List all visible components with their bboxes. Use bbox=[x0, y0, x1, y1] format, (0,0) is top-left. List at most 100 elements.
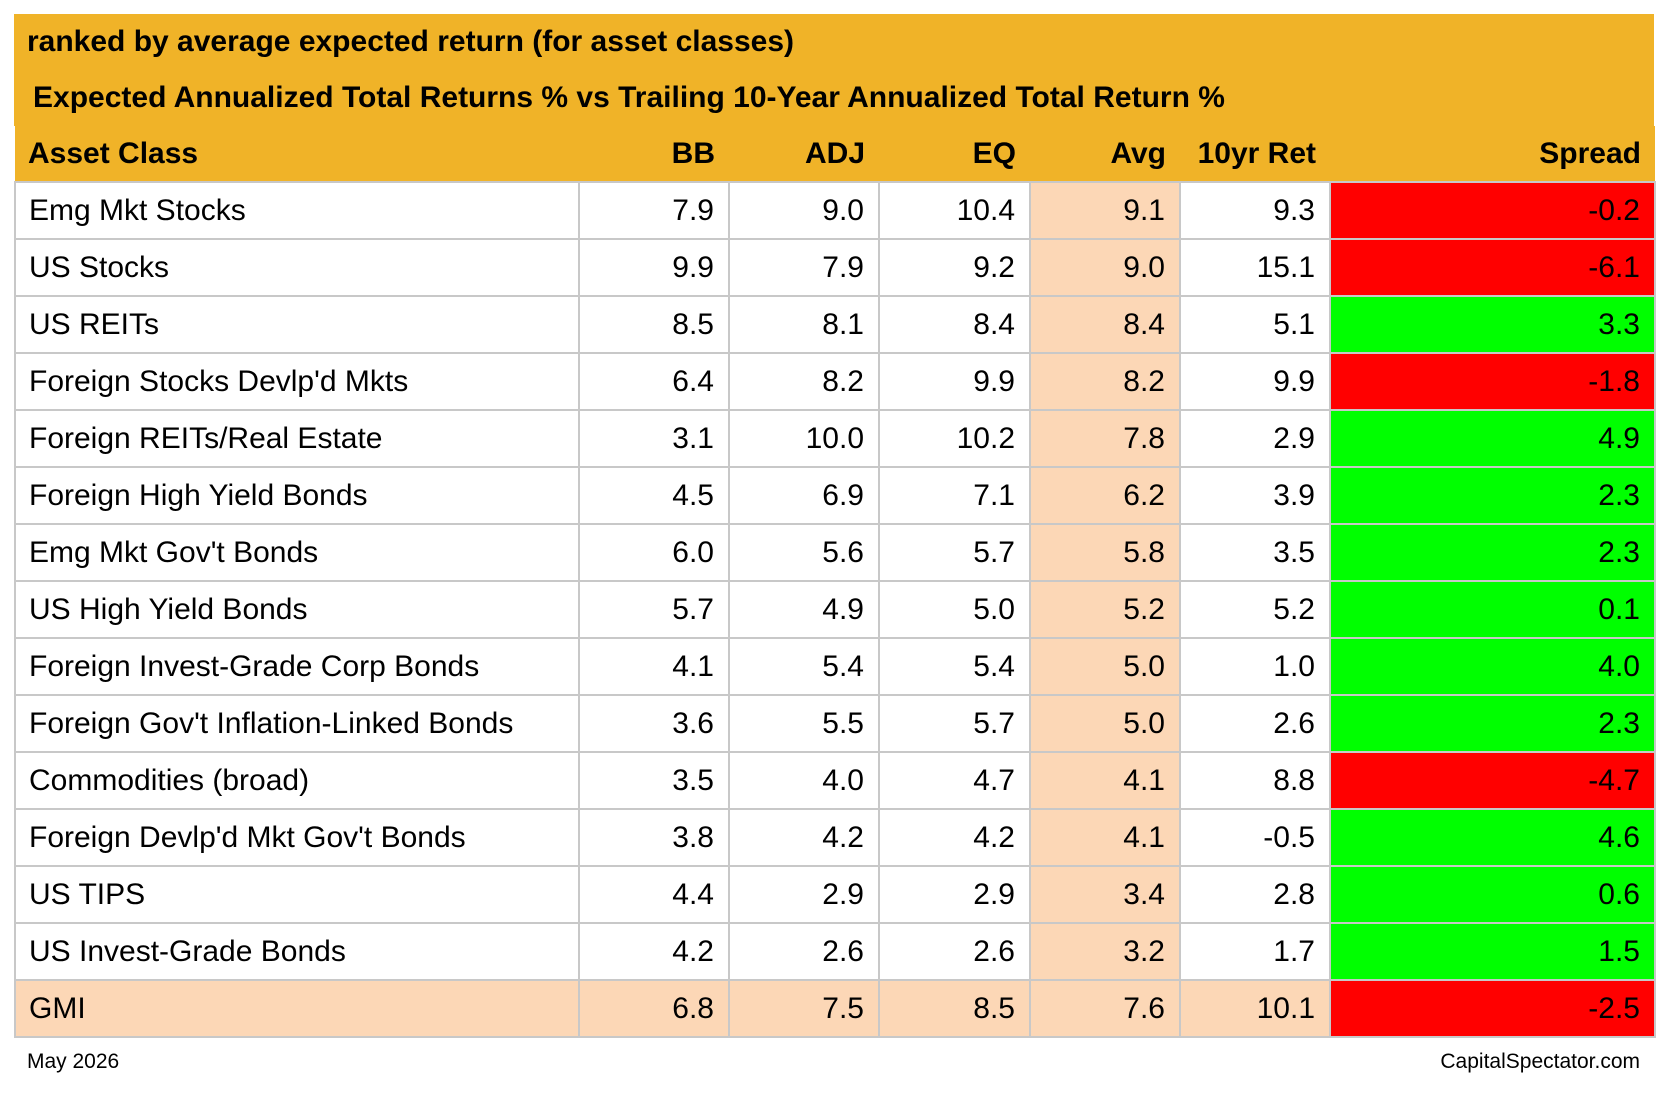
avg-cell: 9.0 bbox=[1029, 238, 1181, 297]
ten-year-return-cell: 8.8 bbox=[1179, 751, 1331, 810]
avg-cell: 7.8 bbox=[1029, 409, 1181, 468]
avg-cell: 7.6 bbox=[1029, 979, 1181, 1038]
spread-cell: 2.3 bbox=[1329, 694, 1656, 753]
footer-source: CapitalSpectator.com bbox=[1440, 1050, 1640, 1073]
ten-year-return-cell: 5.2 bbox=[1179, 580, 1331, 639]
bb-cell: 3.5 bbox=[578, 751, 730, 810]
asset-class-cell: Foreign High Yield Bonds bbox=[14, 466, 580, 525]
spread-cell: -0.2 bbox=[1329, 181, 1656, 240]
spread-cell: 4.9 bbox=[1329, 409, 1656, 468]
spread-cell: 2.3 bbox=[1329, 466, 1656, 525]
adj-cell: 4.2 bbox=[728, 808, 880, 867]
table-subtitle: ranked by average expected return (for a… bbox=[27, 25, 795, 58]
asset-class-cell: Emg Mkt Stocks bbox=[14, 181, 580, 240]
spread-cell: -2.5 bbox=[1329, 979, 1656, 1038]
table-title: Expected Annualized Total Returns % vs T… bbox=[33, 81, 1225, 114]
avg-cell: 8.4 bbox=[1029, 295, 1181, 354]
table-footer: May 2026 CapitalSpectator.com bbox=[14, 1038, 1654, 1078]
ten-year-return-cell: 5.1 bbox=[1179, 295, 1331, 354]
returns-table-panel: ranked by average expected return (for a… bbox=[14, 14, 1656, 1078]
eq-cell: 10.4 bbox=[878, 181, 1031, 240]
bb-cell: 4.2 bbox=[578, 922, 730, 981]
adj-cell: 4.0 bbox=[728, 751, 880, 810]
avg-cell: 5.8 bbox=[1029, 523, 1181, 582]
adj-cell: 7.9 bbox=[728, 238, 880, 297]
table-row: Emg Mkt Stocks 7.9 9.0 10.4 9.1 9.3 -0.2 bbox=[14, 181, 1656, 240]
asset-class-cell: US REITs bbox=[14, 295, 580, 354]
column-header-row: Asset Class BB ADJ EQ Avg 10yr Ret Sprea… bbox=[15, 126, 1655, 182]
bb-cell: 6.8 bbox=[578, 979, 730, 1038]
table-row: US REITs 8.5 8.1 8.4 8.4 5.1 3.3 bbox=[14, 295, 1656, 354]
table-row: GMI 6.8 7.5 8.5 7.6 10.1 -2.5 bbox=[14, 979, 1656, 1038]
eq-cell: 10.2 bbox=[878, 409, 1031, 468]
asset-class-cell: Foreign Gov't Inflation-Linked Bonds bbox=[14, 694, 580, 753]
eq-cell: 9.9 bbox=[878, 352, 1031, 411]
avg-cell: 5.2 bbox=[1029, 580, 1181, 639]
table-row: Foreign Devlp'd Mkt Gov't Bonds 3.8 4.2 4.2… bbox=[14, 808, 1656, 867]
adj-cell: 2.9 bbox=[728, 865, 880, 924]
avg-cell: 5.0 bbox=[1029, 694, 1181, 753]
ten-year-return-cell: 2.9 bbox=[1179, 409, 1331, 468]
eq-cell: 5.4 bbox=[878, 637, 1031, 696]
eq-cell: 8.4 bbox=[878, 295, 1031, 354]
spread-cell: 0.6 bbox=[1329, 865, 1656, 924]
bb-cell: 4.1 bbox=[578, 637, 730, 696]
bb-cell: 8.5 bbox=[578, 295, 730, 354]
bb-cell: 3.6 bbox=[578, 694, 730, 753]
avg-cell: 5.0 bbox=[1029, 637, 1181, 696]
bb-cell: 4.5 bbox=[578, 466, 730, 525]
ten-year-return-cell: 2.8 bbox=[1179, 865, 1331, 924]
table-row: US High Yield Bonds 5.7 4.9 5.0 5.2 5.2 0.1 bbox=[14, 580, 1656, 639]
eq-cell: 9.2 bbox=[878, 238, 1031, 297]
eq-cell: 2.6 bbox=[878, 922, 1031, 981]
eq-cell: 5.0 bbox=[878, 580, 1031, 639]
avg-cell: 6.2 bbox=[1029, 466, 1181, 525]
spread-cell: 1.5 bbox=[1329, 922, 1656, 981]
asset-class-cell: Foreign Invest-Grade Corp Bonds bbox=[14, 637, 580, 696]
avg-cell: 4.1 bbox=[1029, 751, 1181, 810]
spread-cell: -6.1 bbox=[1329, 238, 1656, 297]
ten-year-return-cell: 2.6 bbox=[1179, 694, 1331, 753]
bb-cell: 6.0 bbox=[578, 523, 730, 582]
adj-cell: 10.0 bbox=[728, 409, 880, 468]
returns-table: Asset Class BB ADJ EQ Avg 10yr Ret Sprea… bbox=[14, 126, 1656, 1038]
adj-cell: 5.5 bbox=[728, 694, 880, 753]
asset-class-cell: Emg Mkt Gov't Bonds bbox=[14, 523, 580, 582]
ten-year-return-cell: 1.7 bbox=[1179, 922, 1331, 981]
adj-cell: 4.9 bbox=[728, 580, 880, 639]
eq-cell: 4.2 bbox=[878, 808, 1031, 867]
spread-cell: 3.3 bbox=[1329, 295, 1656, 354]
table-row: Foreign Gov't Inflation-Linked Bonds 3.6 5… bbox=[14, 694, 1656, 753]
ten-year-return-cell: 9.3 bbox=[1179, 181, 1331, 240]
bb-cell: 4.4 bbox=[578, 865, 730, 924]
adj-cell: 5.4 bbox=[728, 637, 880, 696]
ten-year-return-cell: 3.9 bbox=[1179, 466, 1331, 525]
column-header-bb: BB bbox=[579, 126, 729, 182]
eq-cell: 7.1 bbox=[878, 466, 1031, 525]
table-row: US Stocks 9.9 7.9 9.2 9.0 15.1 -6.1 bbox=[14, 238, 1656, 297]
eq-cell: 5.7 bbox=[878, 694, 1031, 753]
column-header-10yr-ret: 10yr Ret bbox=[1180, 126, 1330, 182]
bb-cell: 7.9 bbox=[578, 181, 730, 240]
spread-cell: -4.7 bbox=[1329, 751, 1656, 810]
ten-year-return-cell: 15.1 bbox=[1179, 238, 1331, 297]
ten-year-return-cell: -0.5 bbox=[1179, 808, 1331, 867]
spread-cell: 4.6 bbox=[1329, 808, 1656, 867]
asset-class-cell: GMI bbox=[14, 979, 580, 1038]
bb-cell: 9.9 bbox=[578, 238, 730, 297]
asset-class-cell: Foreign Stocks Devlp'd Mkts bbox=[14, 352, 580, 411]
bb-cell: 5.7 bbox=[578, 580, 730, 639]
asset-class-cell: US Invest-Grade Bonds bbox=[14, 922, 580, 981]
asset-class-cell: US Stocks bbox=[14, 238, 580, 297]
spread-cell: -1.8 bbox=[1329, 352, 1656, 411]
table-header-band: ranked by average expected return (for a… bbox=[14, 14, 1654, 126]
bb-cell: 6.4 bbox=[578, 352, 730, 411]
adj-cell: 6.9 bbox=[728, 466, 880, 525]
ten-year-return-cell: 3.5 bbox=[1179, 523, 1331, 582]
adj-cell: 9.0 bbox=[728, 181, 880, 240]
avg-cell: 3.2 bbox=[1029, 922, 1181, 981]
avg-cell: 9.1 bbox=[1029, 181, 1181, 240]
table-row: US TIPS 4.4 2.9 2.9 3.4 2.8 0.6 bbox=[14, 865, 1656, 924]
adj-cell: 8.2 bbox=[728, 352, 880, 411]
table-row: Foreign Stocks Devlp'd Mkts 6.4 8.2 9.9 8.2 9… bbox=[14, 352, 1656, 411]
